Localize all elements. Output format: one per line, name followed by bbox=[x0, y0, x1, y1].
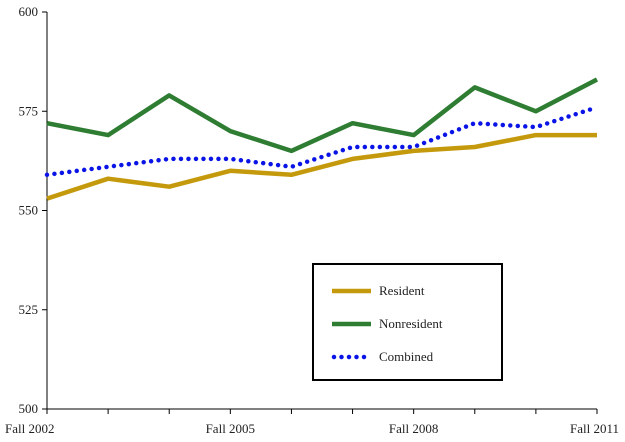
x-tick-label: Fall 2002 bbox=[5, 421, 54, 436]
y-tick-label: 600 bbox=[19, 4, 39, 19]
x-axis-ticks: Fall 2002 Fall 2005 Fall 2008 Fall 2011 bbox=[5, 409, 619, 436]
y-tick-label: 575 bbox=[19, 103, 39, 118]
legend-label-combined: Combined bbox=[379, 349, 434, 364]
legend-label-resident: Resident bbox=[379, 283, 425, 298]
y-tick-label: 500 bbox=[19, 401, 39, 416]
series-lines bbox=[44, 77, 600, 201]
x-tick-label: Fall 2008 bbox=[389, 421, 438, 436]
series-line-resident bbox=[46, 132, 597, 201]
y-axis-ticks: 500 525 550 575 600 bbox=[19, 4, 47, 416]
x-tick-label: Fall 2011 bbox=[570, 421, 619, 436]
series-line-nonresident bbox=[46, 77, 599, 154]
x-tick-label: Fall 2005 bbox=[206, 421, 255, 436]
legend-label-nonresident: Nonresident bbox=[379, 316, 443, 331]
series-line-combined bbox=[44, 105, 600, 178]
legend: Resident Nonresident Combined bbox=[312, 263, 503, 381]
y-tick-label: 525 bbox=[19, 302, 39, 317]
y-tick-label: 550 bbox=[19, 203, 39, 218]
